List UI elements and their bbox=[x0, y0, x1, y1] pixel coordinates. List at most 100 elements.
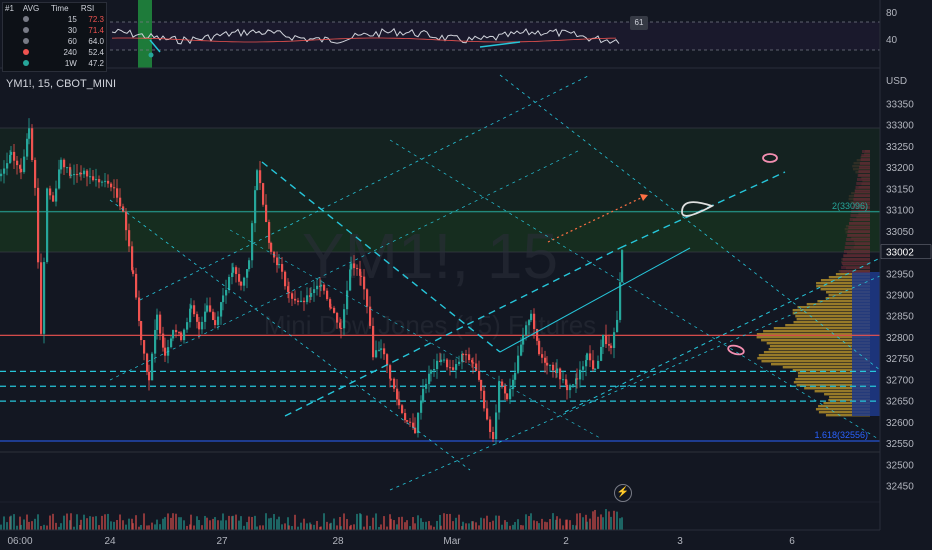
candle-body bbox=[378, 349, 381, 351]
volume-bar bbox=[265, 513, 267, 530]
rsi-pane bbox=[0, 0, 880, 69]
candle-body bbox=[107, 180, 110, 184]
candle-body bbox=[461, 353, 464, 362]
candle-body bbox=[372, 325, 375, 358]
volume-bar bbox=[594, 509, 596, 530]
candle-body bbox=[449, 367, 452, 369]
candle bbox=[288, 281, 291, 303]
row-time: 240 bbox=[63, 48, 77, 57]
volume-profile-bar bbox=[818, 405, 870, 408]
price-tick: 32900 bbox=[886, 291, 914, 302]
candle-body bbox=[396, 388, 399, 400]
candle bbox=[284, 270, 287, 290]
channel-line bbox=[284, 247, 621, 417]
candle bbox=[562, 370, 565, 384]
candle-body bbox=[6, 163, 9, 169]
lightning-icon[interactable]: ⚡ bbox=[614, 484, 632, 502]
candle-body bbox=[343, 309, 346, 329]
candle bbox=[330, 303, 333, 309]
candle bbox=[276, 251, 279, 273]
volume-bar bbox=[313, 524, 315, 530]
candle-body bbox=[284, 271, 287, 287]
volume-bar bbox=[406, 520, 408, 530]
candle-body bbox=[189, 308, 192, 323]
candle bbox=[243, 276, 246, 292]
candle bbox=[151, 351, 154, 381]
volume-profile-bar bbox=[846, 234, 870, 237]
candle bbox=[86, 168, 89, 187]
volume-bar bbox=[116, 519, 118, 530]
candle bbox=[514, 362, 517, 385]
candle bbox=[619, 272, 622, 323]
candle bbox=[592, 350, 595, 372]
volume-bar bbox=[70, 513, 72, 530]
candle bbox=[528, 319, 531, 335]
candle-body bbox=[517, 355, 520, 373]
candle-body bbox=[462, 353, 465, 355]
candle-body bbox=[602, 334, 605, 347]
candle bbox=[66, 166, 69, 173]
candle-body bbox=[316, 285, 319, 290]
candle bbox=[409, 417, 412, 427]
volume-bar bbox=[621, 517, 623, 530]
volume-bar bbox=[186, 525, 188, 530]
volume-bar bbox=[294, 514, 296, 530]
candle bbox=[122, 203, 125, 213]
candle-body bbox=[265, 204, 268, 223]
row-dot bbox=[21, 25, 49, 36]
candle bbox=[316, 278, 319, 296]
volume-bar bbox=[235, 514, 237, 530]
candle-body bbox=[610, 345, 613, 348]
candle bbox=[489, 416, 492, 439]
volume-bar bbox=[164, 517, 166, 530]
volume-bar bbox=[143, 513, 145, 530]
candle bbox=[73, 164, 76, 185]
candle-body bbox=[128, 230, 131, 247]
time-tick: 24 bbox=[104, 536, 116, 547]
volume-bar bbox=[586, 521, 588, 530]
candle bbox=[478, 360, 481, 382]
candle bbox=[378, 341, 381, 352]
volume-bar bbox=[193, 525, 195, 530]
time-tick: 06:00 bbox=[7, 536, 32, 547]
candle bbox=[472, 357, 475, 374]
volume-bar bbox=[89, 516, 91, 530]
candle bbox=[281, 256, 284, 280]
candle-body bbox=[336, 312, 339, 323]
candle bbox=[58, 159, 61, 190]
price-tick: 33050 bbox=[886, 227, 914, 238]
candle bbox=[393, 377, 396, 392]
volume-bar bbox=[37, 514, 39, 530]
candle-body bbox=[520, 344, 523, 356]
volume-profile-bar bbox=[860, 158, 870, 161]
candle bbox=[259, 161, 262, 191]
candle-body bbox=[140, 320, 143, 341]
candle-body bbox=[196, 314, 199, 322]
rsi-table-row: 60 64.0 bbox=[3, 36, 106, 47]
volume-bar bbox=[433, 526, 435, 530]
price-axis-bg bbox=[880, 0, 932, 530]
candle bbox=[154, 319, 157, 363]
candle bbox=[363, 269, 366, 300]
candle-body bbox=[113, 187, 116, 189]
candle bbox=[116, 179, 119, 203]
candle-body bbox=[559, 368, 562, 380]
candle-body bbox=[83, 170, 86, 175]
symbol-legend[interactable]: YM1!, 15, CBOT_MINI bbox=[6, 78, 117, 90]
candle bbox=[326, 288, 329, 301]
volume-bar bbox=[509, 525, 511, 530]
current-price-label: 33002 bbox=[886, 248, 914, 259]
volume-bar bbox=[66, 513, 68, 530]
volume-profile-bar bbox=[862, 150, 870, 153]
candle-body bbox=[605, 334, 608, 345]
volume-bar bbox=[98, 525, 100, 530]
volume-bar bbox=[297, 526, 299, 530]
volume-bar bbox=[346, 519, 348, 530]
volume-bar bbox=[110, 521, 112, 530]
candle-body bbox=[98, 179, 101, 183]
volume-bar bbox=[380, 524, 382, 530]
candle-body bbox=[386, 354, 389, 366]
candle-body bbox=[562, 379, 565, 381]
volume-bar bbox=[417, 515, 419, 530]
